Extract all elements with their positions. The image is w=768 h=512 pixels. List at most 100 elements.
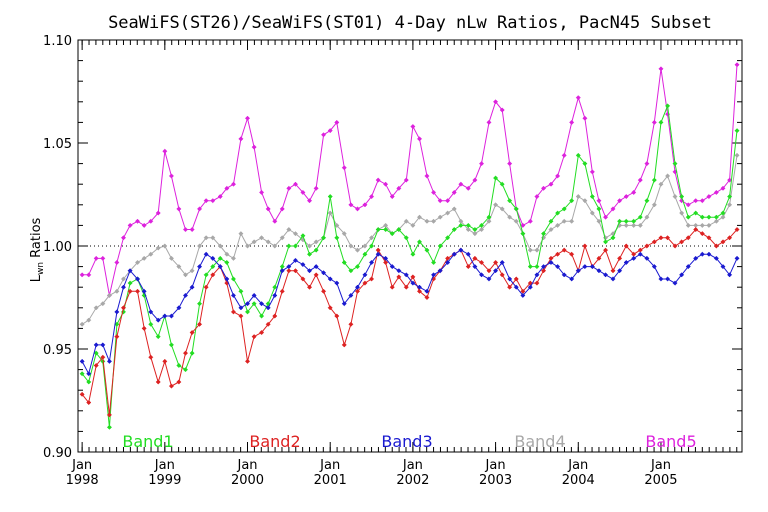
data-point	[238, 136, 244, 142]
data-point	[182, 226, 189, 233]
data-point	[106, 424, 112, 430]
series-band5	[79, 62, 740, 298]
data-point	[706, 194, 712, 200]
data-point	[513, 206, 519, 212]
data-point	[445, 210, 451, 216]
data-point	[141, 325, 147, 331]
data-point	[396, 268, 402, 274]
data-point	[162, 148, 168, 154]
data-point	[410, 251, 416, 257]
data-point	[465, 226, 471, 233]
data-point	[658, 66, 664, 72]
data-point	[348, 321, 354, 327]
data-point	[513, 276, 519, 282]
y-axis-label-tail: Ratios	[29, 217, 44, 262]
data-point	[286, 226, 292, 233]
x-tick-label-year: 2004	[562, 473, 595, 488]
data-point	[114, 334, 120, 340]
data-point	[106, 412, 112, 418]
data-point	[575, 152, 581, 158]
data-point	[713, 218, 719, 224]
data-point	[658, 181, 664, 187]
data-point	[720, 214, 726, 220]
data-point	[465, 222, 471, 228]
data-point	[362, 202, 368, 208]
x-tick-label-month: Jan	[154, 458, 175, 473]
data-point	[251, 301, 257, 307]
data-point	[513, 284, 519, 290]
data-point	[713, 214, 719, 220]
data-point	[685, 202, 691, 208]
data-point	[120, 276, 127, 282]
data-point	[665, 235, 671, 241]
data-point	[575, 268, 581, 274]
data-point	[727, 272, 733, 278]
data-point	[217, 194, 223, 200]
data-point	[493, 268, 499, 274]
data-point	[561, 272, 567, 278]
data-point	[679, 210, 685, 216]
data-point	[313, 247, 319, 253]
data-point	[555, 173, 561, 179]
data-point	[141, 288, 147, 294]
data-point	[637, 177, 643, 183]
data-point	[520, 222, 526, 228]
data-point	[155, 379, 161, 385]
data-point	[424, 294, 430, 301]
data-point	[416, 288, 423, 294]
data-point	[272, 218, 278, 224]
data-point	[210, 198, 216, 204]
data-point	[699, 222, 705, 228]
data-point	[334, 222, 340, 228]
data-point	[589, 264, 595, 270]
data-point	[478, 272, 485, 278]
data-point	[720, 264, 726, 270]
data-point	[348, 268, 354, 274]
data-point	[706, 251, 712, 257]
data-point	[555, 210, 561, 216]
data-point	[410, 280, 416, 286]
data-point	[203, 251, 209, 257]
data-point	[141, 222, 147, 228]
data-point	[424, 173, 430, 179]
data-point	[148, 354, 154, 360]
data-point	[603, 272, 609, 278]
legend-band2: Band2	[249, 432, 300, 451]
data-point	[507, 276, 513, 282]
x-tick-label-month: Jan	[236, 458, 257, 473]
data-point	[86, 379, 92, 385]
data-point	[465, 264, 471, 270]
data-point	[693, 226, 699, 233]
data-point	[306, 284, 313, 290]
data-point	[86, 371, 92, 377]
data-point	[486, 214, 492, 220]
data-point	[162, 358, 168, 364]
data-point	[548, 226, 554, 233]
data-point	[120, 235, 127, 241]
data-point	[424, 247, 430, 253]
data-point	[396, 274, 402, 280]
data-point	[176, 206, 182, 212]
data-point	[445, 259, 451, 266]
data-point	[300, 189, 306, 195]
data-point	[189, 268, 195, 274]
data-point	[341, 259, 347, 266]
series-group	[79, 62, 740, 430]
data-point	[182, 367, 189, 373]
data-point	[458, 222, 464, 228]
data-point	[493, 259, 499, 266]
data-point	[651, 202, 657, 208]
data-point	[623, 218, 629, 224]
data-point	[217, 255, 223, 261]
data-point	[292, 231, 299, 237]
data-point	[334, 280, 340, 286]
data-point	[155, 245, 161, 251]
data-point	[486, 276, 492, 282]
data-point	[100, 342, 106, 348]
data-point	[679, 194, 685, 200]
data-point	[348, 202, 354, 208]
data-point	[79, 272, 85, 278]
data-point	[265, 239, 271, 245]
data-point	[292, 243, 299, 249]
